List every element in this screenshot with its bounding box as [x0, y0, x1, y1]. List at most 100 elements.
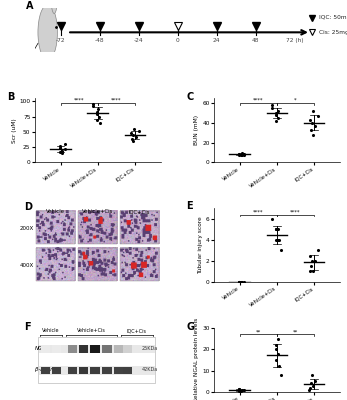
Bar [35, 211, 75, 244]
Text: IQC: 50mg/kg: IQC: 50mg/kg [319, 16, 347, 20]
Point [309, 258, 314, 264]
Text: Vehicle: Vehicle [42, 328, 60, 334]
Point [276, 115, 281, 121]
Point [236, 386, 242, 393]
Bar [78, 211, 117, 244]
Point [62, 141, 68, 147]
Point [278, 247, 284, 254]
Point [238, 388, 244, 394]
Text: 0: 0 [176, 38, 179, 44]
Bar [68, 367, 77, 374]
Bar [52, 346, 61, 353]
Text: B: B [7, 92, 14, 102]
Point [273, 226, 279, 232]
Point [236, 386, 242, 392]
Point [273, 342, 279, 348]
Text: 400X: 400X [19, 263, 33, 268]
Text: IQC+Cis: IQC+Cis [127, 328, 147, 334]
Point [273, 112, 279, 118]
Ellipse shape [51, 0, 58, 14]
Text: *: * [294, 98, 297, 103]
Y-axis label: Tubular injury score: Tubular injury score [198, 216, 203, 274]
Point [273, 226, 279, 232]
Point [97, 120, 103, 126]
Text: 25KDa: 25KDa [142, 346, 158, 351]
Point [236, 151, 242, 158]
Point [309, 380, 314, 387]
Point [276, 237, 282, 243]
Text: Cis: 25mg/kg: Cis: 25mg/kg [319, 30, 347, 35]
Point [96, 113, 102, 120]
Point [239, 152, 244, 158]
Point [236, 279, 242, 285]
Bar [41, 346, 50, 353]
Point [94, 108, 99, 115]
Text: -48: -48 [95, 38, 104, 44]
Y-axis label: Relative NGAL protein levels: Relative NGAL protein levels [194, 318, 200, 400]
Point [311, 108, 316, 114]
Point [96, 106, 101, 112]
Point [315, 247, 321, 254]
Point [239, 279, 244, 285]
Point [270, 102, 275, 108]
Point [91, 100, 96, 107]
Bar [68, 346, 77, 353]
Point [273, 110, 279, 116]
Bar [114, 346, 124, 353]
Point [241, 151, 247, 157]
Point [241, 387, 247, 393]
Text: **: ** [256, 329, 261, 334]
Point [238, 279, 244, 285]
Point [237, 388, 242, 394]
Point [275, 108, 280, 114]
Point [129, 136, 135, 142]
Bar [79, 346, 88, 353]
Bar [79, 367, 88, 374]
Point [312, 258, 318, 264]
Point [131, 138, 136, 144]
Point [59, 150, 65, 156]
Bar [90, 367, 100, 374]
Text: ****: **** [74, 98, 84, 103]
Text: β-Actin: β-Actin [35, 368, 54, 372]
Ellipse shape [38, 5, 58, 60]
Bar [123, 367, 133, 374]
Point [238, 152, 244, 158]
Point [315, 113, 321, 119]
Point [62, 146, 67, 153]
Point [94, 116, 99, 123]
Y-axis label: BUN (mM): BUN (mM) [194, 115, 200, 145]
Text: NGAL: NGAL [35, 346, 50, 351]
Bar [78, 248, 117, 281]
Point [273, 118, 279, 124]
Point [312, 123, 318, 129]
Text: 42KDa: 42KDa [142, 368, 158, 372]
Point [307, 384, 312, 391]
Point [136, 127, 142, 134]
Point [94, 110, 99, 117]
Point [239, 150, 245, 156]
Point [90, 103, 95, 110]
Point [308, 117, 313, 123]
Text: ****: **** [253, 209, 264, 214]
Point [237, 152, 242, 158]
Point [269, 105, 275, 111]
Text: 200X: 200X [19, 226, 33, 231]
Point [306, 387, 312, 393]
Bar [120, 211, 159, 244]
Point [275, 226, 280, 232]
Point [236, 151, 242, 157]
Point [269, 216, 275, 222]
Bar [90, 346, 100, 353]
Bar [114, 367, 124, 374]
Y-axis label: Scr (uM): Scr (uM) [12, 118, 17, 143]
Point [239, 387, 244, 394]
Point [308, 252, 313, 259]
Bar [120, 248, 159, 281]
Text: 24: 24 [213, 38, 220, 44]
Point [273, 237, 279, 243]
Point [310, 268, 315, 275]
Point [132, 126, 137, 132]
Point [60, 148, 65, 154]
Text: ****: **** [253, 98, 264, 103]
